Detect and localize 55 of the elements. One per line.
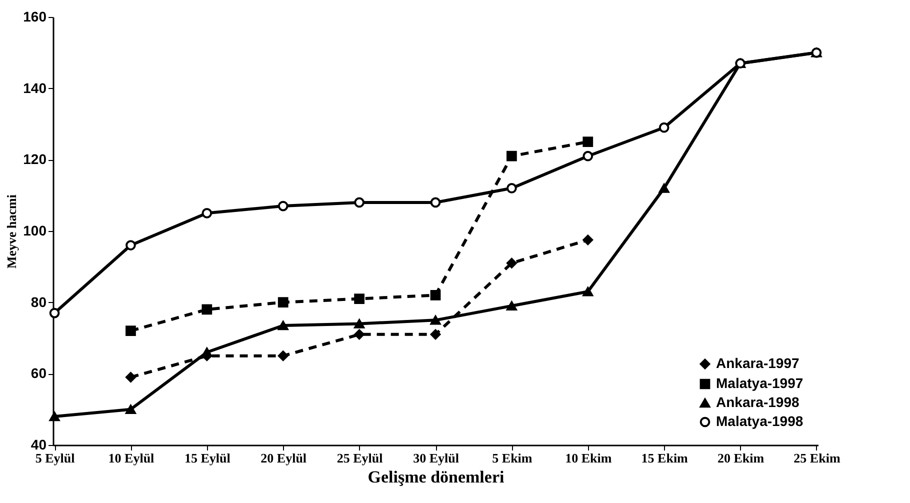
point bbox=[278, 200, 288, 212]
point bbox=[278, 297, 288, 308]
y-tick-label: 120 bbox=[23, 151, 47, 168]
point bbox=[506, 183, 517, 194]
point bbox=[126, 372, 136, 382]
y-axis-title: Meyve hacmi bbox=[4, 194, 20, 269]
point bbox=[430, 197, 441, 208]
x-tick-label: 25 Ekim bbox=[794, 450, 840, 466]
point bbox=[278, 350, 288, 362]
point bbox=[658, 122, 670, 133]
x-tick-label: 20 Eylül bbox=[260, 450, 307, 466]
y-tick-label: 100 bbox=[23, 222, 47, 238]
y-tick-label: 80 bbox=[30, 294, 47, 310]
y-tick-label: 140 bbox=[23, 80, 47, 96]
y-tick-label: 40 bbox=[30, 436, 47, 452]
point bbox=[430, 316, 441, 325]
x-tick-label: 15 Eylül bbox=[184, 450, 231, 466]
point bbox=[49, 308, 60, 318]
y-tick-label: 160 bbox=[23, 8, 47, 24]
point bbox=[430, 329, 441, 340]
point bbox=[582, 136, 594, 148]
x-tick-label: 10 Eylül bbox=[108, 450, 155, 466]
point bbox=[506, 301, 517, 311]
point bbox=[278, 320, 288, 330]
legend-label: Ankara-1997 bbox=[716, 355, 800, 371]
point bbox=[126, 240, 136, 250]
x-tick-label: 5 Eylül bbox=[35, 450, 76, 466]
legend-label: Ankara-1998 bbox=[716, 394, 800, 410]
point bbox=[354, 197, 364, 208]
point bbox=[430, 290, 441, 300]
x-tick-label: 20 Ekim bbox=[717, 450, 764, 466]
point bbox=[49, 412, 60, 422]
point bbox=[506, 150, 517, 162]
x-tick-label: 15 Ekim bbox=[641, 450, 688, 466]
legend-label: Malatya-1998 bbox=[716, 413, 804, 429]
point bbox=[354, 329, 364, 340]
point bbox=[126, 326, 136, 336]
x-axis-title: Gelişme dönemleri bbox=[368, 468, 504, 486]
point bbox=[126, 404, 136, 414]
point bbox=[582, 234, 594, 246]
point bbox=[506, 258, 517, 268]
point bbox=[582, 287, 594, 296]
point bbox=[354, 294, 364, 304]
x-tick-label: 25 Eylül bbox=[336, 450, 384, 466]
point bbox=[582, 150, 594, 162]
point bbox=[354, 319, 364, 328]
point bbox=[202, 208, 212, 218]
point bbox=[202, 348, 212, 357]
point bbox=[658, 184, 670, 193]
x-tick-label: 5 Ekim bbox=[492, 450, 532, 466]
legend-label: Malatya-1997 bbox=[716, 375, 804, 391]
x-tick-label: 10 Ekim bbox=[565, 450, 612, 466]
point bbox=[202, 304, 212, 315]
y-tick-label: 60 bbox=[30, 365, 47, 382]
x-tick-label: 30 Eylül bbox=[413, 450, 460, 466]
